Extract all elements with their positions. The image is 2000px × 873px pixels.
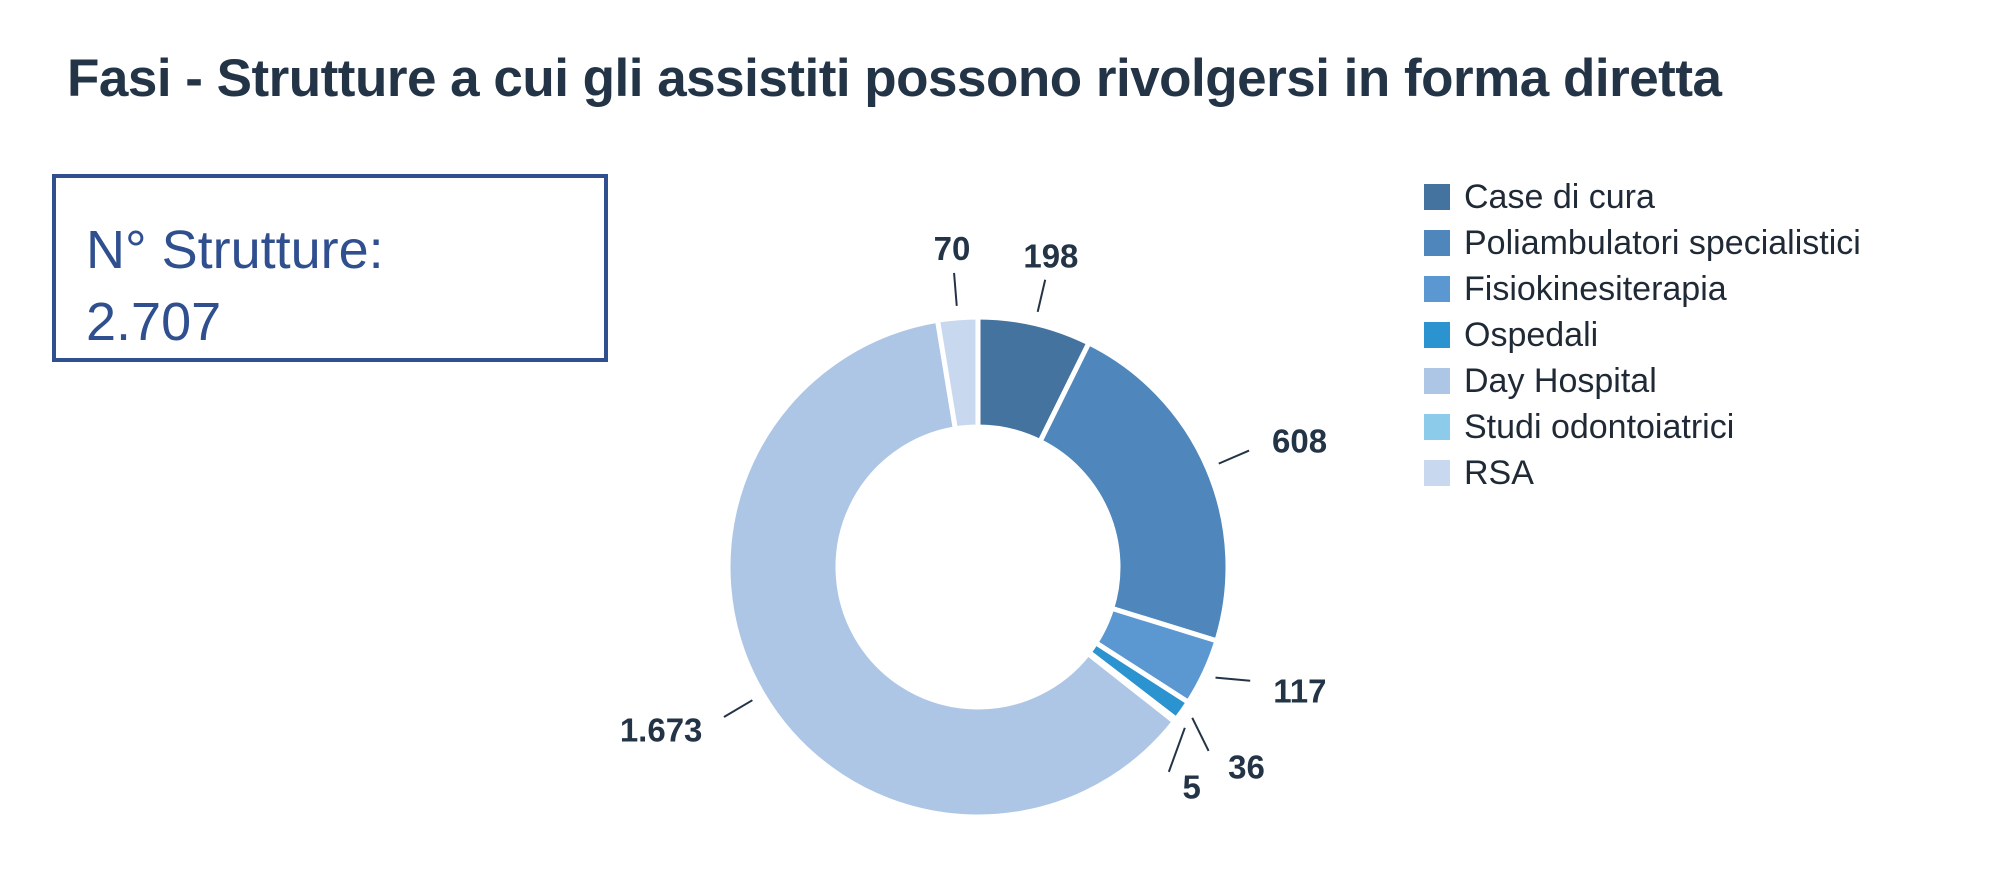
data-label-poliambulatori-specialistici: 608	[1272, 423, 1327, 460]
legend-swatch	[1424, 368, 1450, 394]
slice-rsa	[934, 314, 981, 432]
leader-ospedali	[1191, 717, 1210, 752]
leader-case-di-cura	[1036, 279, 1047, 313]
total-structures-box: N° Strutture: 2.707	[52, 174, 608, 362]
legend-item-rsa: RSA	[1424, 450, 1861, 496]
legend-item-case-di-cura: Case di cura	[1424, 174, 1861, 220]
legend-swatch	[1424, 230, 1450, 256]
legend-item-day-hospital: Day Hospital	[1424, 358, 1861, 404]
leader-fisiokinesiterapia	[1215, 676, 1251, 682]
legend-swatch	[1424, 184, 1450, 210]
legend-label: Case di cura	[1464, 177, 1655, 216]
total-label: N° Strutture:	[86, 220, 384, 280]
legend-swatch	[1424, 414, 1450, 440]
data-label-studi-odontoiatrici: 5	[1182, 769, 1200, 806]
data-label-day-hospital: 1.673	[620, 712, 703, 749]
data-label-ospedali: 36	[1228, 749, 1265, 786]
legend-item-fisiokinesiterapia: Fisiokinesiterapia	[1424, 266, 1861, 312]
leader-lines	[723, 272, 1251, 773]
legend-label: Fisiokinesiterapia	[1464, 269, 1727, 308]
legend-swatch	[1424, 460, 1450, 486]
chart-title: Fasi - Strutture a cui gli assistiti pos…	[67, 49, 1722, 108]
legend-label: RSA	[1464, 453, 1534, 492]
data-labels: 198 608 117 36 5 1.673 70	[620, 230, 1327, 805]
data-label-rsa: 70	[934, 230, 971, 267]
legend-swatch	[1424, 276, 1450, 302]
legend-label: Poliambulatori specialistici	[1464, 223, 1861, 262]
slice-day-hospital	[725, 317, 1178, 820]
legend-label: Studi odontoiatrici	[1464, 407, 1735, 446]
leader-studi-odontoiatrici	[1167, 727, 1186, 773]
total-value: 2.707	[86, 292, 222, 352]
legend-item-ospedali: Ospedali	[1424, 312, 1861, 358]
legend-item-poliambulatori-specialistici: Poliambulatori specialistici	[1424, 220, 1861, 266]
data-label-fisiokinesiterapia: 117	[1273, 672, 1326, 709]
data-label-case-di-cura: 198	[1023, 237, 1078, 274]
legend-item-studi-odontoiatrici: Studi odontoiatrici	[1424, 404, 1861, 450]
donut-slices	[725, 314, 1231, 820]
leader-poliambulatori-specialistici	[1218, 449, 1250, 465]
legend-label: Day Hospital	[1464, 361, 1657, 400]
leader-rsa	[953, 272, 958, 306]
slice-poliambulatori-specialistici	[1036, 339, 1231, 645]
legend-swatch	[1424, 322, 1450, 348]
legend-label: Ospedali	[1464, 315, 1599, 354]
leader-day-hospital	[723, 699, 753, 718]
chart-legend: Case di cura Poliambulatori specialistici…	[1424, 174, 1861, 496]
